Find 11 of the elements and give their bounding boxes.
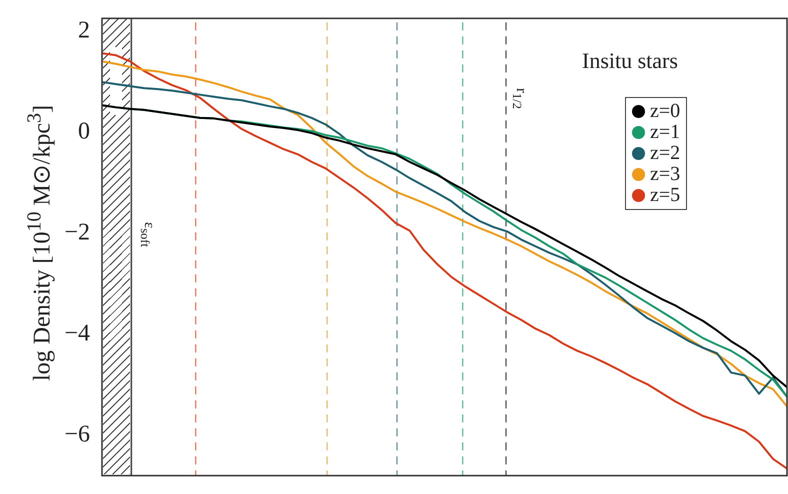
- legend-label: z=3: [650, 163, 680, 186]
- legend-label: z=0: [650, 100, 680, 123]
- y-tick-label: −6: [64, 421, 90, 448]
- y-tick-label: −4: [64, 320, 90, 346]
- y-tick-label: −2: [64, 219, 90, 246]
- legend-label: z=5: [650, 184, 680, 207]
- y-tick-label: 0: [78, 118, 90, 144]
- annotation: Insitu stars: [582, 48, 678, 74]
- y-tick-label: 2: [78, 17, 90, 44]
- legend-label: z=2: [650, 142, 680, 165]
- legend-label: z=1: [650, 121, 680, 144]
